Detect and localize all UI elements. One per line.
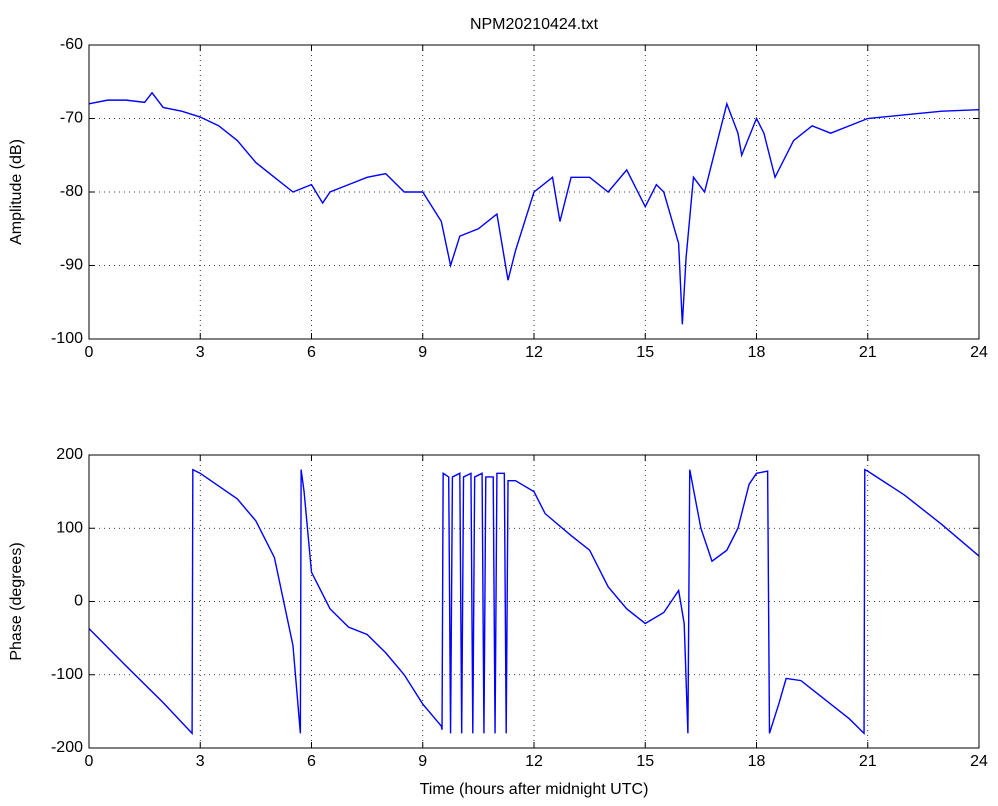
x-tick-label: 3 bbox=[196, 344, 205, 361]
data-line bbox=[88, 91, 980, 325]
x-tick-label: 9 bbox=[418, 753, 427, 770]
y-tick-label: -80 bbox=[60, 183, 83, 200]
y-tick-label: -90 bbox=[60, 257, 83, 274]
x-tick-label: 15 bbox=[636, 753, 654, 770]
y-tick-label: 100 bbox=[56, 519, 83, 536]
x-tick-label: 12 bbox=[525, 753, 543, 770]
y-tick-label: -100 bbox=[51, 330, 83, 347]
x-tick-label: 18 bbox=[748, 344, 766, 361]
x-axis-label: Time (hours after midnight UTC) bbox=[420, 781, 649, 798]
y-axis-label: Phase (degrees) bbox=[8, 542, 25, 660]
y-tick-label: -100 bbox=[51, 666, 83, 683]
x-tick-label: 6 bbox=[307, 753, 316, 770]
y-tick-label: -60 bbox=[60, 36, 83, 53]
y-axis-label: Amplitude (dB) bbox=[8, 139, 25, 245]
x-tick-label: 21 bbox=[859, 753, 877, 770]
x-tick-label: 0 bbox=[85, 753, 94, 770]
x-tick-label: 18 bbox=[748, 753, 766, 770]
x-tick-label: 12 bbox=[525, 344, 543, 361]
x-tick-label: 3 bbox=[196, 753, 205, 770]
y-tick-label: -70 bbox=[60, 110, 83, 127]
plot-frame bbox=[88, 454, 980, 749]
x-tick-label: 6 bbox=[307, 344, 316, 361]
y-tick-label: 200 bbox=[56, 446, 83, 463]
x-tick-label: 24 bbox=[970, 753, 988, 770]
plot-frame bbox=[88, 44, 980, 340]
chart-title: NPM20210424.txt bbox=[470, 16, 599, 33]
x-tick-label: 21 bbox=[859, 344, 877, 361]
y-tick-label: -200 bbox=[51, 739, 83, 756]
x-tick-label: 15 bbox=[636, 344, 654, 361]
x-tick-label: 24 bbox=[970, 344, 988, 361]
y-tick-label: 0 bbox=[74, 593, 83, 610]
x-tick-label: 0 bbox=[85, 344, 94, 361]
data-line bbox=[88, 468, 980, 736]
x-tick-label: 9 bbox=[418, 344, 427, 361]
